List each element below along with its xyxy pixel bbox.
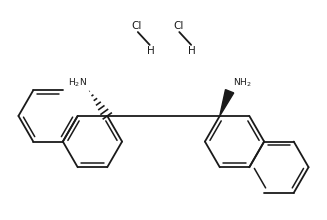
Text: Cl: Cl bbox=[173, 21, 183, 31]
Text: H: H bbox=[188, 46, 196, 56]
Polygon shape bbox=[220, 90, 234, 116]
Text: NH$_2$: NH$_2$ bbox=[232, 77, 251, 89]
Text: H$_2$N: H$_2$N bbox=[68, 77, 87, 89]
Text: H: H bbox=[147, 46, 155, 56]
Text: Cl: Cl bbox=[132, 21, 142, 31]
